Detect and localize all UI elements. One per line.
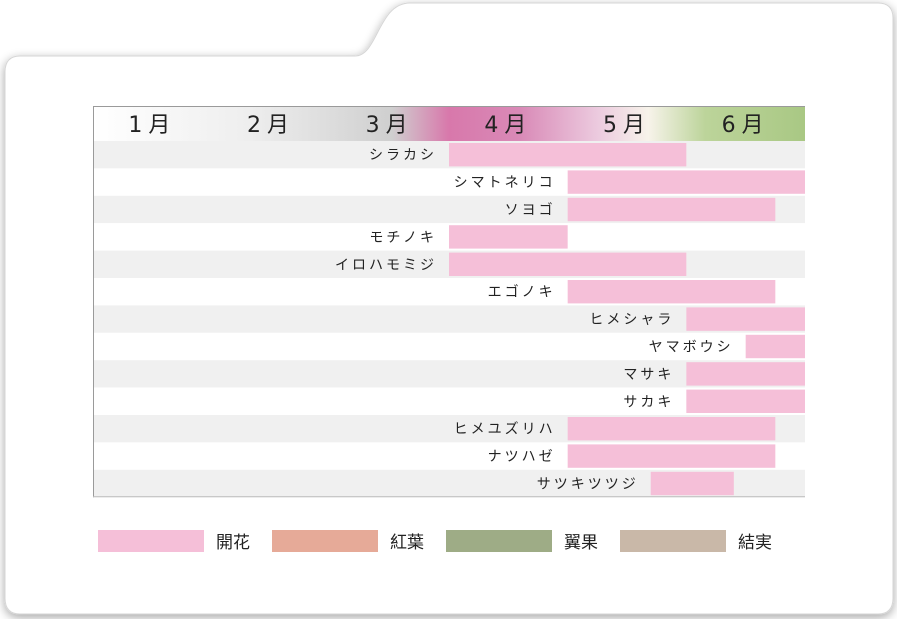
month-label: 3月 bbox=[366, 113, 414, 138]
legend-swatch-samara bbox=[446, 529, 552, 552]
tree-name-label: ソヨゴ bbox=[505, 202, 556, 219]
bloom-bars bbox=[449, 143, 805, 496]
month-header: 1月 2月 3月 4月 5月 6月 bbox=[93, 106, 805, 141]
bloom-bar bbox=[567, 170, 805, 194]
month-label: 1月 bbox=[128, 113, 176, 138]
legend-label-bloom: 開花 bbox=[216, 533, 250, 553]
bloom-bar bbox=[650, 471, 734, 496]
tree-name-label: ヒメシャラ bbox=[589, 312, 674, 328]
bloom-bar bbox=[449, 143, 687, 167]
bloom-bar bbox=[567, 280, 776, 304]
bloom-bar bbox=[567, 197, 776, 222]
bloom-chart: 1月 2月 3月 4月 5月 6月 シラカシシマトネリコソヨゴモチノキイロハモミジエゴノキ… bbox=[93, 106, 805, 498]
bloom-bar bbox=[686, 389, 805, 413]
month-header-band bbox=[93, 106, 805, 141]
bloom-bar bbox=[567, 444, 776, 468]
row-stripe bbox=[93, 332, 805, 361]
legend-swatch-autumn-leaves bbox=[272, 529, 378, 552]
legend-item-fruiting: 結実 bbox=[620, 528, 772, 553]
tree-name-label: マサキ bbox=[623, 367, 674, 383]
tree-name-label: シマトネリコ bbox=[454, 175, 556, 191]
legend: 開花 紅葉 翼果 結実 bbox=[98, 528, 794, 553]
tree-name-label: ナツハゼ bbox=[488, 449, 556, 465]
legend-item-bloom: 開花 bbox=[98, 528, 250, 553]
tree-name-label: モチノキ bbox=[369, 230, 437, 246]
legend-label-fruiting: 結実 bbox=[738, 533, 772, 553]
bloom-bar bbox=[745, 334, 805, 359]
tree-name-label: ヒメユズリハ bbox=[454, 422, 556, 438]
tree-name-label: シラカシ bbox=[369, 148, 437, 164]
tree-name-label: イロハモミジ bbox=[335, 257, 437, 273]
tree-name-label: サカキ bbox=[623, 394, 674, 410]
bloom-bar bbox=[449, 252, 687, 276]
month-label: 4月 bbox=[484, 113, 532, 138]
tree-name-label: サツキツツジ bbox=[537, 477, 639, 493]
bloom-bar bbox=[449, 225, 568, 249]
tree-name-label: エゴノキ bbox=[488, 284, 556, 301]
month-label: 5月 bbox=[603, 113, 651, 138]
month-label: 2月 bbox=[247, 113, 295, 138]
bloom-bar bbox=[686, 307, 805, 331]
legend-item-autumn-leaves: 紅葉 bbox=[272, 528, 424, 553]
legend-swatch-fruiting bbox=[620, 529, 726, 552]
bloom-bar bbox=[567, 417, 776, 441]
bloom-bar bbox=[686, 362, 805, 386]
legend-label-samara: 翼果 bbox=[564, 533, 598, 553]
legend-label-autumn-leaves: 紅葉 bbox=[390, 533, 424, 553]
tree-labels: シラカシシマトネリコソヨゴモチノキイロハモミジエゴノキヒメシャラヤマボウシマサキ… bbox=[335, 148, 734, 493]
legend-swatch-bloom bbox=[98, 529, 204, 552]
legend-item-samara: 翼果 bbox=[446, 528, 598, 553]
tree-name-label: ヤマボウシ bbox=[649, 340, 734, 356]
month-label: 6月 bbox=[722, 113, 770, 138]
chart-frame bbox=[93, 106, 805, 498]
